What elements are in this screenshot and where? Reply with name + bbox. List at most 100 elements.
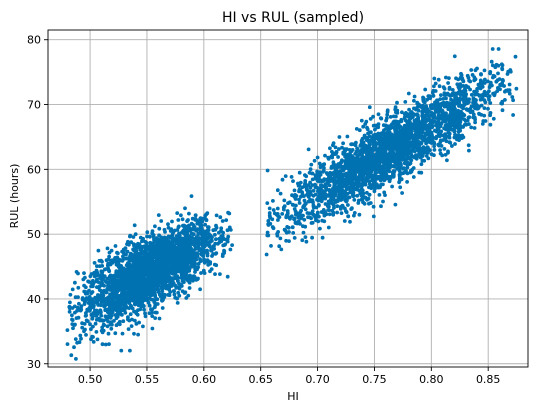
data-point — [110, 289, 115, 294]
data-point — [153, 310, 158, 315]
data-point — [446, 81, 450, 85]
data-point — [173, 255, 178, 260]
data-point — [393, 105, 398, 109]
data-point — [120, 313, 124, 317]
data-point — [135, 312, 140, 317]
data-point — [157, 316, 162, 321]
data-point — [91, 284, 95, 289]
data-point — [195, 221, 200, 226]
data-point — [183, 290, 188, 295]
data-point — [348, 219, 352, 224]
data-point — [342, 219, 347, 223]
data-point — [297, 170, 302, 175]
data-point — [217, 230, 221, 235]
data-point — [109, 248, 114, 253]
data-point — [447, 131, 452, 136]
data-point — [139, 294, 143, 298]
data-point — [363, 165, 367, 170]
data-point — [500, 63, 505, 68]
data-point — [472, 89, 476, 94]
data-point — [367, 134, 372, 139]
data-point — [79, 336, 83, 341]
data-point — [431, 112, 436, 117]
data-point — [205, 251, 210, 256]
data-point — [306, 195, 311, 199]
data-point — [218, 215, 223, 220]
data-point — [127, 288, 132, 293]
data-point — [406, 145, 411, 150]
data-point — [486, 79, 490, 84]
data-point — [380, 131, 384, 136]
data-point — [317, 161, 322, 166]
data-point — [373, 142, 378, 147]
data-point — [362, 133, 367, 138]
data-point — [159, 219, 164, 223]
data-point — [153, 301, 158, 306]
data-point — [362, 201, 367, 206]
data-point — [133, 232, 138, 237]
data-point — [164, 282, 168, 287]
data-point — [96, 311, 100, 315]
data-point — [155, 260, 159, 265]
data-point — [400, 130, 404, 135]
data-point — [350, 154, 354, 159]
data-point — [416, 108, 421, 113]
data-point — [166, 225, 171, 230]
data-point — [425, 97, 429, 102]
data-point — [336, 187, 341, 192]
data-point — [379, 116, 384, 121]
data-point — [390, 184, 394, 189]
data-point — [67, 306, 72, 311]
data-point — [315, 155, 320, 160]
data-point — [280, 177, 285, 182]
data-point — [145, 234, 149, 239]
data-point — [310, 183, 315, 188]
data-point — [333, 172, 338, 176]
data-point — [297, 201, 302, 205]
data-point — [218, 272, 222, 276]
data-point — [117, 257, 121, 262]
data-point — [328, 146, 332, 151]
data-point — [442, 86, 447, 91]
data-point — [402, 166, 406, 171]
data-point — [500, 81, 504, 86]
data-point — [115, 314, 120, 318]
data-point — [65, 328, 70, 332]
data-point — [505, 72, 510, 76]
data-point — [162, 235, 167, 240]
data-point — [94, 299, 98, 303]
data-point — [135, 282, 140, 287]
data-point — [432, 141, 437, 146]
data-point — [110, 260, 115, 264]
data-point — [349, 142, 353, 147]
data-point — [337, 184, 341, 189]
data-point — [323, 185, 328, 190]
data-point — [103, 267, 108, 271]
data-point — [330, 201, 335, 206]
data-point — [193, 261, 198, 266]
data-point — [442, 137, 447, 142]
data-point — [105, 310, 110, 314]
data-point — [422, 100, 427, 105]
data-point — [159, 272, 163, 277]
data-point — [279, 247, 284, 252]
data-point — [447, 76, 451, 80]
data-point — [204, 212, 209, 217]
data-point — [128, 276, 133, 281]
data-point — [473, 92, 478, 97]
data-point — [165, 247, 170, 252]
data-point — [155, 281, 160, 286]
data-point — [121, 277, 125, 282]
data-point — [510, 95, 515, 99]
data-point — [369, 160, 374, 165]
data-point — [168, 229, 173, 233]
data-point — [65, 342, 70, 346]
data-point — [167, 293, 172, 298]
data-point — [387, 178, 392, 183]
data-point — [146, 269, 151, 274]
data-point — [327, 212, 332, 217]
data-point — [141, 256, 145, 260]
data-point — [276, 218, 280, 222]
data-point — [488, 71, 492, 76]
data-point — [174, 286, 179, 290]
